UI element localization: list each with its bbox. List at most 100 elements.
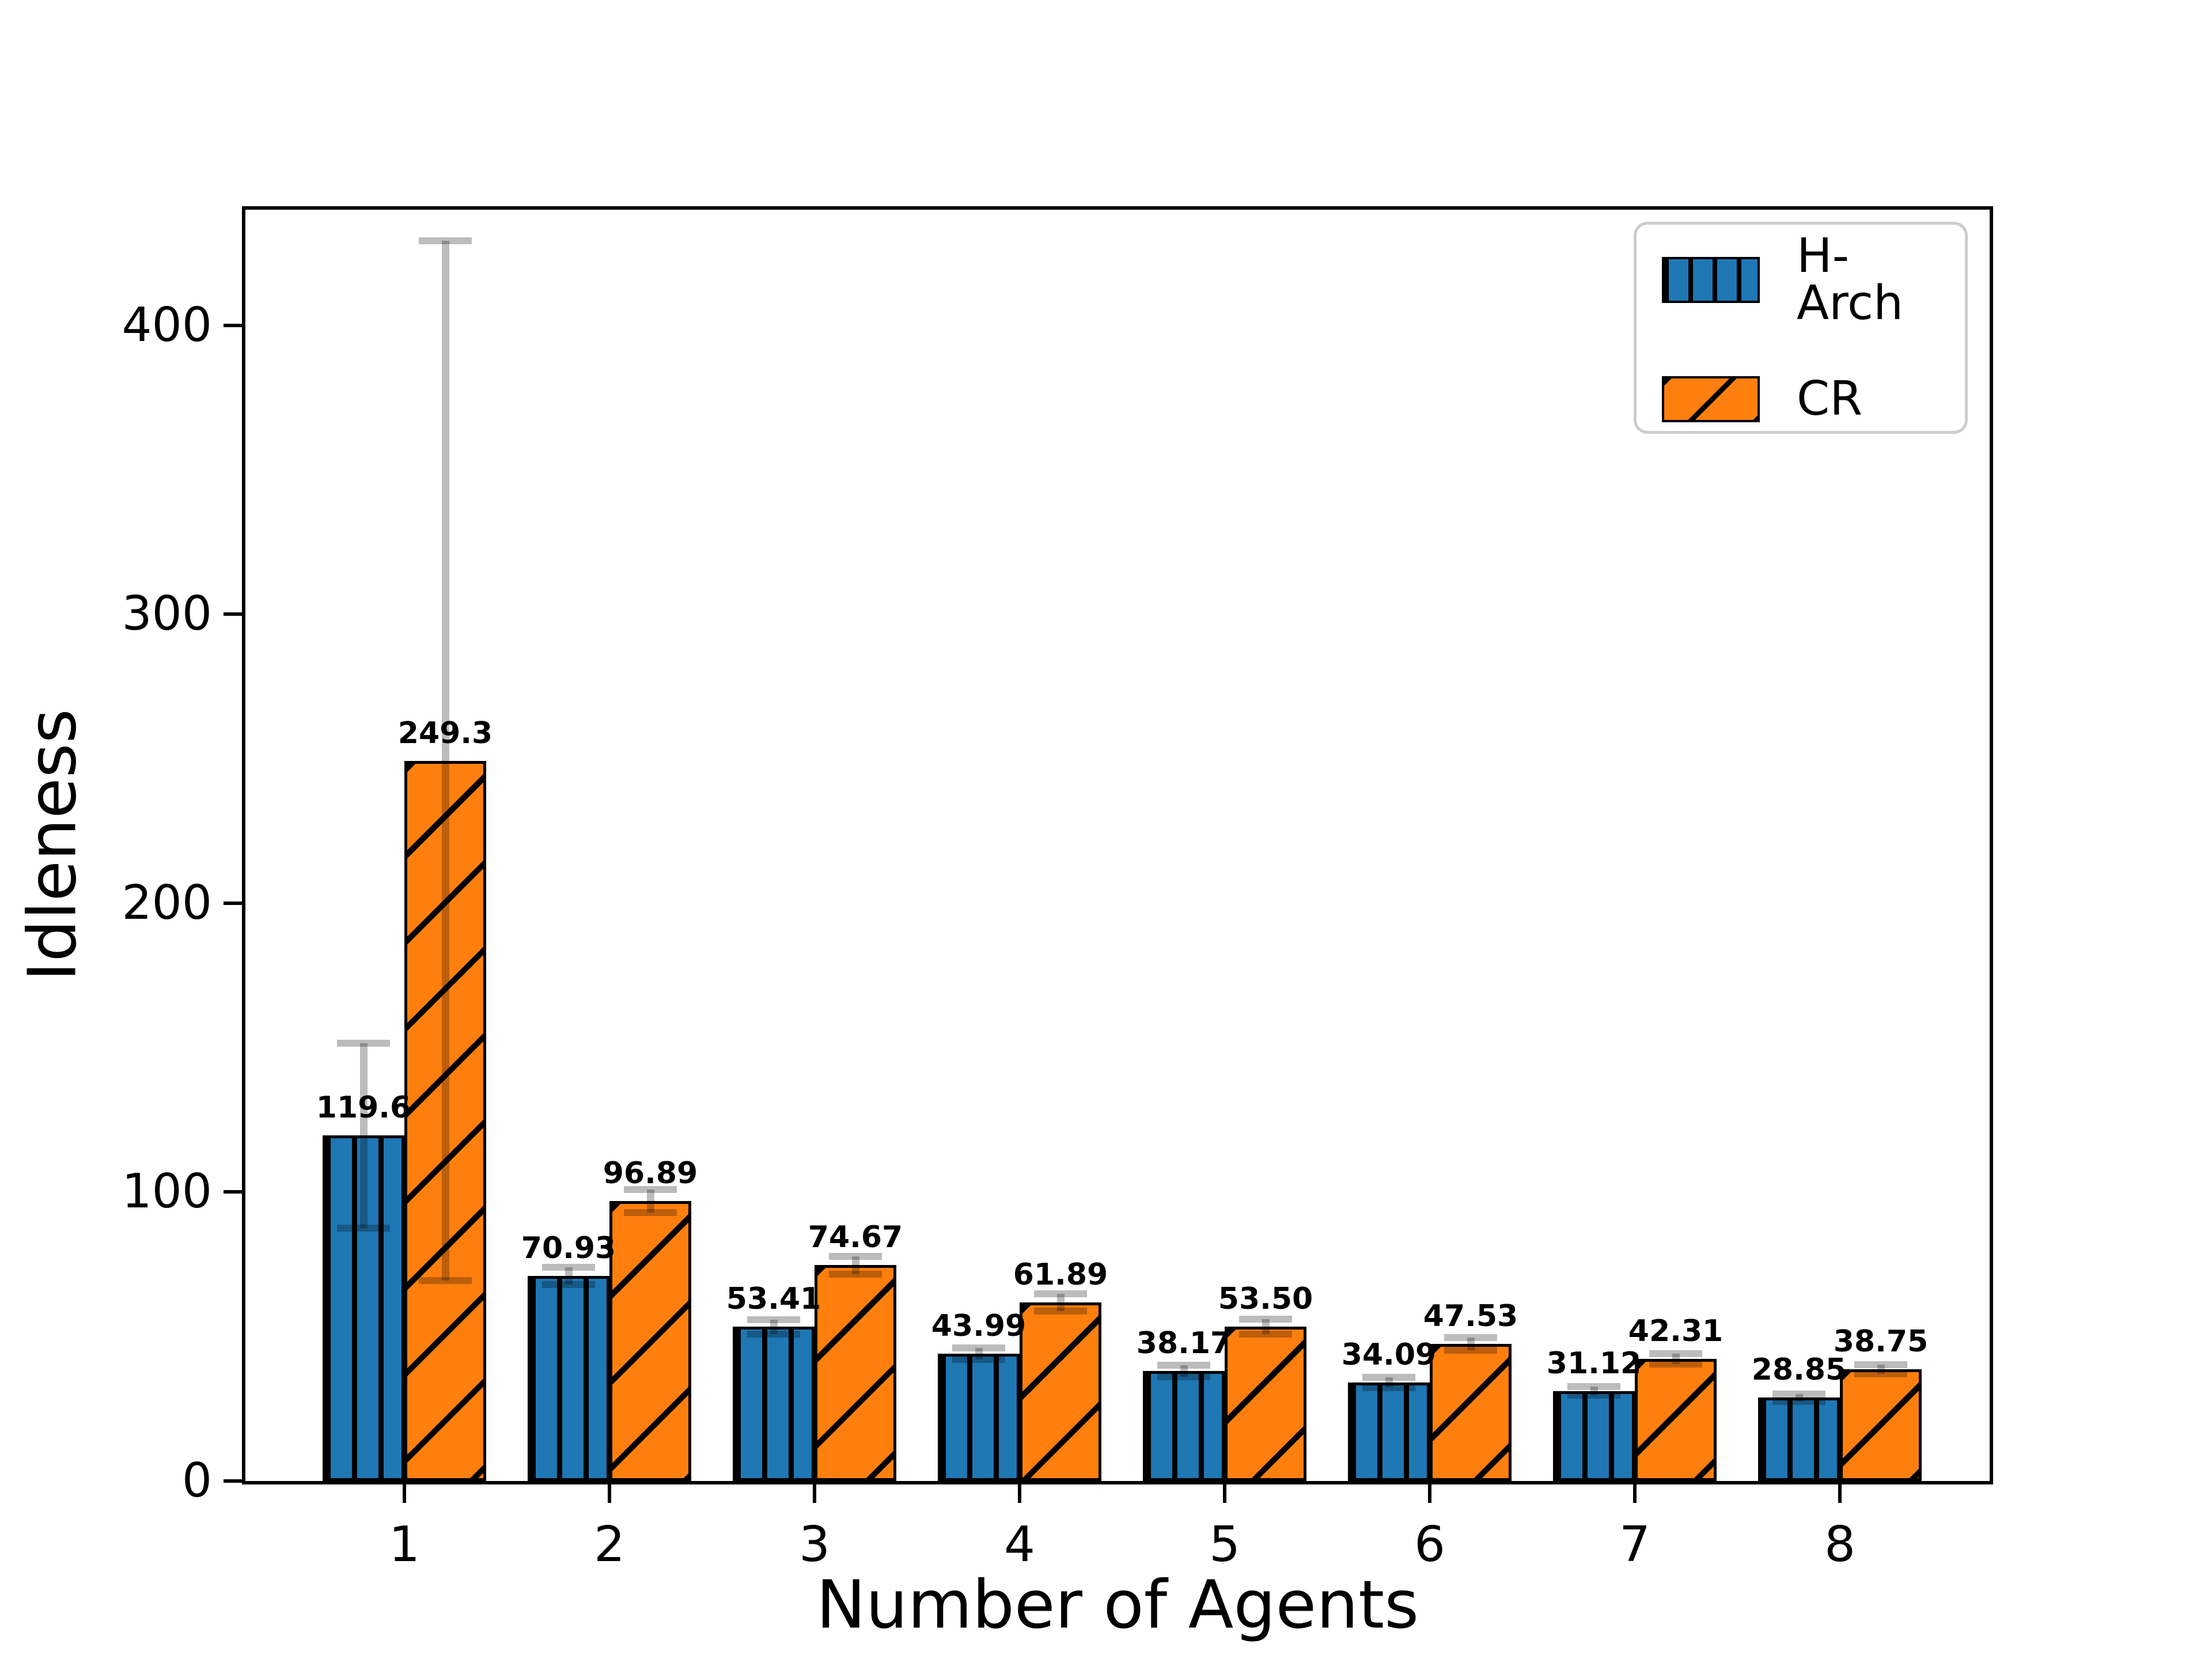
bar-h-arch-6 — [1348, 1382, 1430, 1481]
value-label-h-arch-4: 43.99 — [931, 1309, 1027, 1343]
error-bar-cr-5 — [1262, 1319, 1270, 1334]
bar-cr-7 — [1635, 1359, 1717, 1481]
y-tick-mark-100 — [224, 1190, 242, 1194]
legend-item-h-arch: H-Arch — [1662, 233, 1940, 327]
bar-cr-2 — [609, 1201, 691, 1481]
error-cap-top-cr-1 — [419, 237, 472, 244]
error-bar-cr-2 — [646, 1189, 654, 1213]
error-bar-cr-3 — [851, 1256, 859, 1274]
x-axis-label: Number of Agents — [816, 1566, 1419, 1644]
value-label-cr-7: 42.31 — [1628, 1314, 1724, 1349]
error-cap-bottom-h-arch-4 — [952, 1356, 1005, 1363]
legend-item-cr: CR — [1662, 376, 1940, 423]
y-tick-mark-400 — [224, 323, 242, 327]
error-cap-top-cr-6 — [1444, 1334, 1497, 1341]
error-cap-bottom-h-arch-5 — [1157, 1373, 1210, 1380]
bar-cr-8 — [1840, 1369, 1922, 1481]
error-cap-bottom-h-arch-6 — [1362, 1384, 1415, 1391]
value-label-cr-3: 74.67 — [808, 1220, 903, 1255]
error-bar-cr-1 — [441, 240, 449, 1281]
y-tick-label-300: 300 — [122, 586, 212, 642]
value-label-h-arch-7: 31.12 — [1546, 1346, 1642, 1381]
x-tick-label-6: 6 — [1414, 1516, 1446, 1573]
bar-cr-6 — [1430, 1344, 1512, 1481]
error-cap-top-cr-3 — [829, 1253, 882, 1260]
bar-cr-4 — [1020, 1302, 1101, 1481]
bar-cr-3 — [815, 1265, 896, 1481]
y-tick-label-200: 200 — [122, 875, 212, 930]
value-label-h-arch-1: 119.6 — [316, 1090, 411, 1125]
error-cap-bottom-cr-5 — [1239, 1330, 1292, 1338]
y-tick-label-100: 100 — [122, 1164, 212, 1219]
error-cap-top-cr-4 — [1034, 1290, 1087, 1297]
error-cap-bottom-cr-1 — [419, 1277, 472, 1285]
x-tick-label-7: 7 — [1619, 1516, 1651, 1573]
error-cap-bottom-cr-4 — [1034, 1307, 1087, 1315]
error-cap-top-cr-8 — [1854, 1361, 1907, 1368]
error-cap-top-h-arch-3 — [747, 1316, 800, 1323]
error-cap-top-h-arch-2 — [542, 1264, 595, 1271]
x-tick-label-4: 4 — [1003, 1516, 1036, 1573]
bar-h-arch-2 — [528, 1276, 609, 1481]
error-bar-h-arch-1 — [359, 1043, 368, 1228]
legend-label-cr: CR — [1797, 372, 1863, 426]
x-tick-label-5: 5 — [1209, 1516, 1241, 1573]
error-cap-top-h-arch-4 — [952, 1344, 1005, 1352]
value-label-h-arch-6: 34.09 — [1341, 1338, 1437, 1372]
bar-h-arch-7 — [1553, 1391, 1635, 1481]
h-arch-swatch-icon — [1662, 257, 1760, 303]
x-tick-label-1: 1 — [388, 1516, 421, 1573]
bar-h-arch-5 — [1143, 1371, 1225, 1481]
value-label-h-arch-5: 38.17 — [1136, 1326, 1232, 1361]
y-tick-mark-300 — [224, 612, 242, 616]
bar-cr-5 — [1225, 1327, 1306, 1481]
value-label-cr-2: 96.89 — [603, 1156, 698, 1191]
error-bar-cr-4 — [1056, 1293, 1065, 1311]
x-tick-label-8: 8 — [1824, 1516, 1856, 1573]
bar-h-arch-4 — [938, 1354, 1020, 1481]
x-tick-mark-8 — [1838, 1484, 1842, 1503]
value-label-cr-6: 47.53 — [1423, 1299, 1518, 1334]
error-cap-top-cr-7 — [1649, 1350, 1702, 1357]
y-tick-mark-0 — [224, 1479, 242, 1483]
error-cap-top-h-arch-7 — [1567, 1383, 1620, 1391]
bar-h-arch-3 — [733, 1327, 815, 1481]
error-cap-top-cr-2 — [624, 1185, 677, 1193]
error-cap-bottom-cr-7 — [1649, 1360, 1702, 1368]
y-tick-label-400: 400 — [122, 297, 212, 353]
x-tick-mark-1 — [403, 1484, 406, 1503]
error-cap-top-h-arch-1 — [337, 1039, 390, 1047]
x-tick-mark-4 — [1018, 1484, 1021, 1503]
cr-swatch-icon — [1662, 376, 1760, 422]
error-cap-bottom-cr-8 — [1854, 1370, 1907, 1377]
error-cap-bottom-cr-2 — [624, 1209, 677, 1217]
bar-h-arch-8 — [1758, 1397, 1840, 1481]
x-tick-mark-5 — [1223, 1484, 1226, 1503]
error-cap-bottom-h-arch-7 — [1567, 1392, 1620, 1399]
x-tick-mark-6 — [1428, 1484, 1431, 1503]
x-tick-mark-2 — [608, 1484, 611, 1503]
error-cap-top-h-arch-6 — [1362, 1374, 1415, 1381]
y-tick-mark-200 — [224, 901, 242, 905]
error-cap-bottom-h-arch-2 — [542, 1281, 595, 1289]
x-tick-mark-3 — [813, 1484, 816, 1503]
value-label-h-arch-2: 70.93 — [521, 1231, 616, 1266]
error-bar-h-arch-2 — [565, 1267, 573, 1285]
error-cap-bottom-cr-3 — [829, 1270, 882, 1278]
y-tick-label-0: 0 — [181, 1453, 212, 1508]
legend-label-h-arch: H-Arch — [1797, 229, 1904, 331]
value-label-h-arch-3: 53.41 — [726, 1282, 821, 1316]
x-tick-mark-7 — [1633, 1484, 1637, 1503]
y-axis-label: Idleness — [14, 709, 92, 982]
value-label-h-arch-8: 28.85 — [1751, 1353, 1847, 1387]
error-cap-bottom-h-arch-3 — [747, 1330, 800, 1338]
legend: H-Arch CR — [1634, 222, 1968, 434]
value-label-cr-5: 53.50 — [1218, 1282, 1313, 1316]
x-tick-label-2: 2 — [593, 1516, 626, 1573]
value-label-cr-4: 61.89 — [1013, 1257, 1108, 1292]
error-bar-h-arch-3 — [770, 1319, 778, 1334]
x-tick-label-3: 3 — [798, 1516, 831, 1573]
error-cap-bottom-h-arch-1 — [337, 1224, 390, 1232]
error-cap-top-cr-5 — [1239, 1315, 1292, 1323]
